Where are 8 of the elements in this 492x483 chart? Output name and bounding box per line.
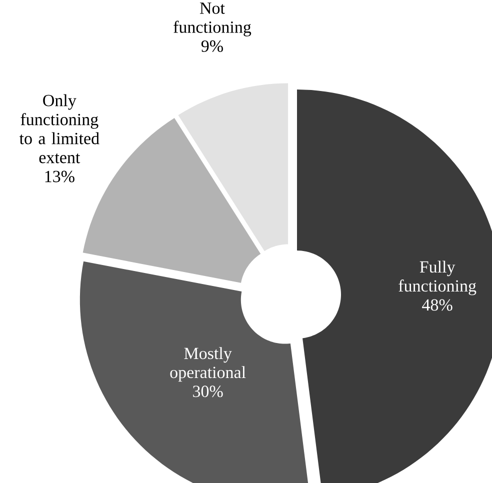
data-label: 9% — [201, 40, 223, 52]
slice-label: Not functioning — [174, 2, 252, 36]
slice-label: Only functioning to a limited extent — [19, 94, 100, 164]
data-label: 48% — [422, 299, 452, 311]
data-label: 13% — [45, 170, 74, 182]
slice-label: Mostly operational — [170, 347, 246, 382]
slice-label: Fully functioning — [398, 260, 476, 296]
data-label: 30% — [193, 386, 223, 398]
